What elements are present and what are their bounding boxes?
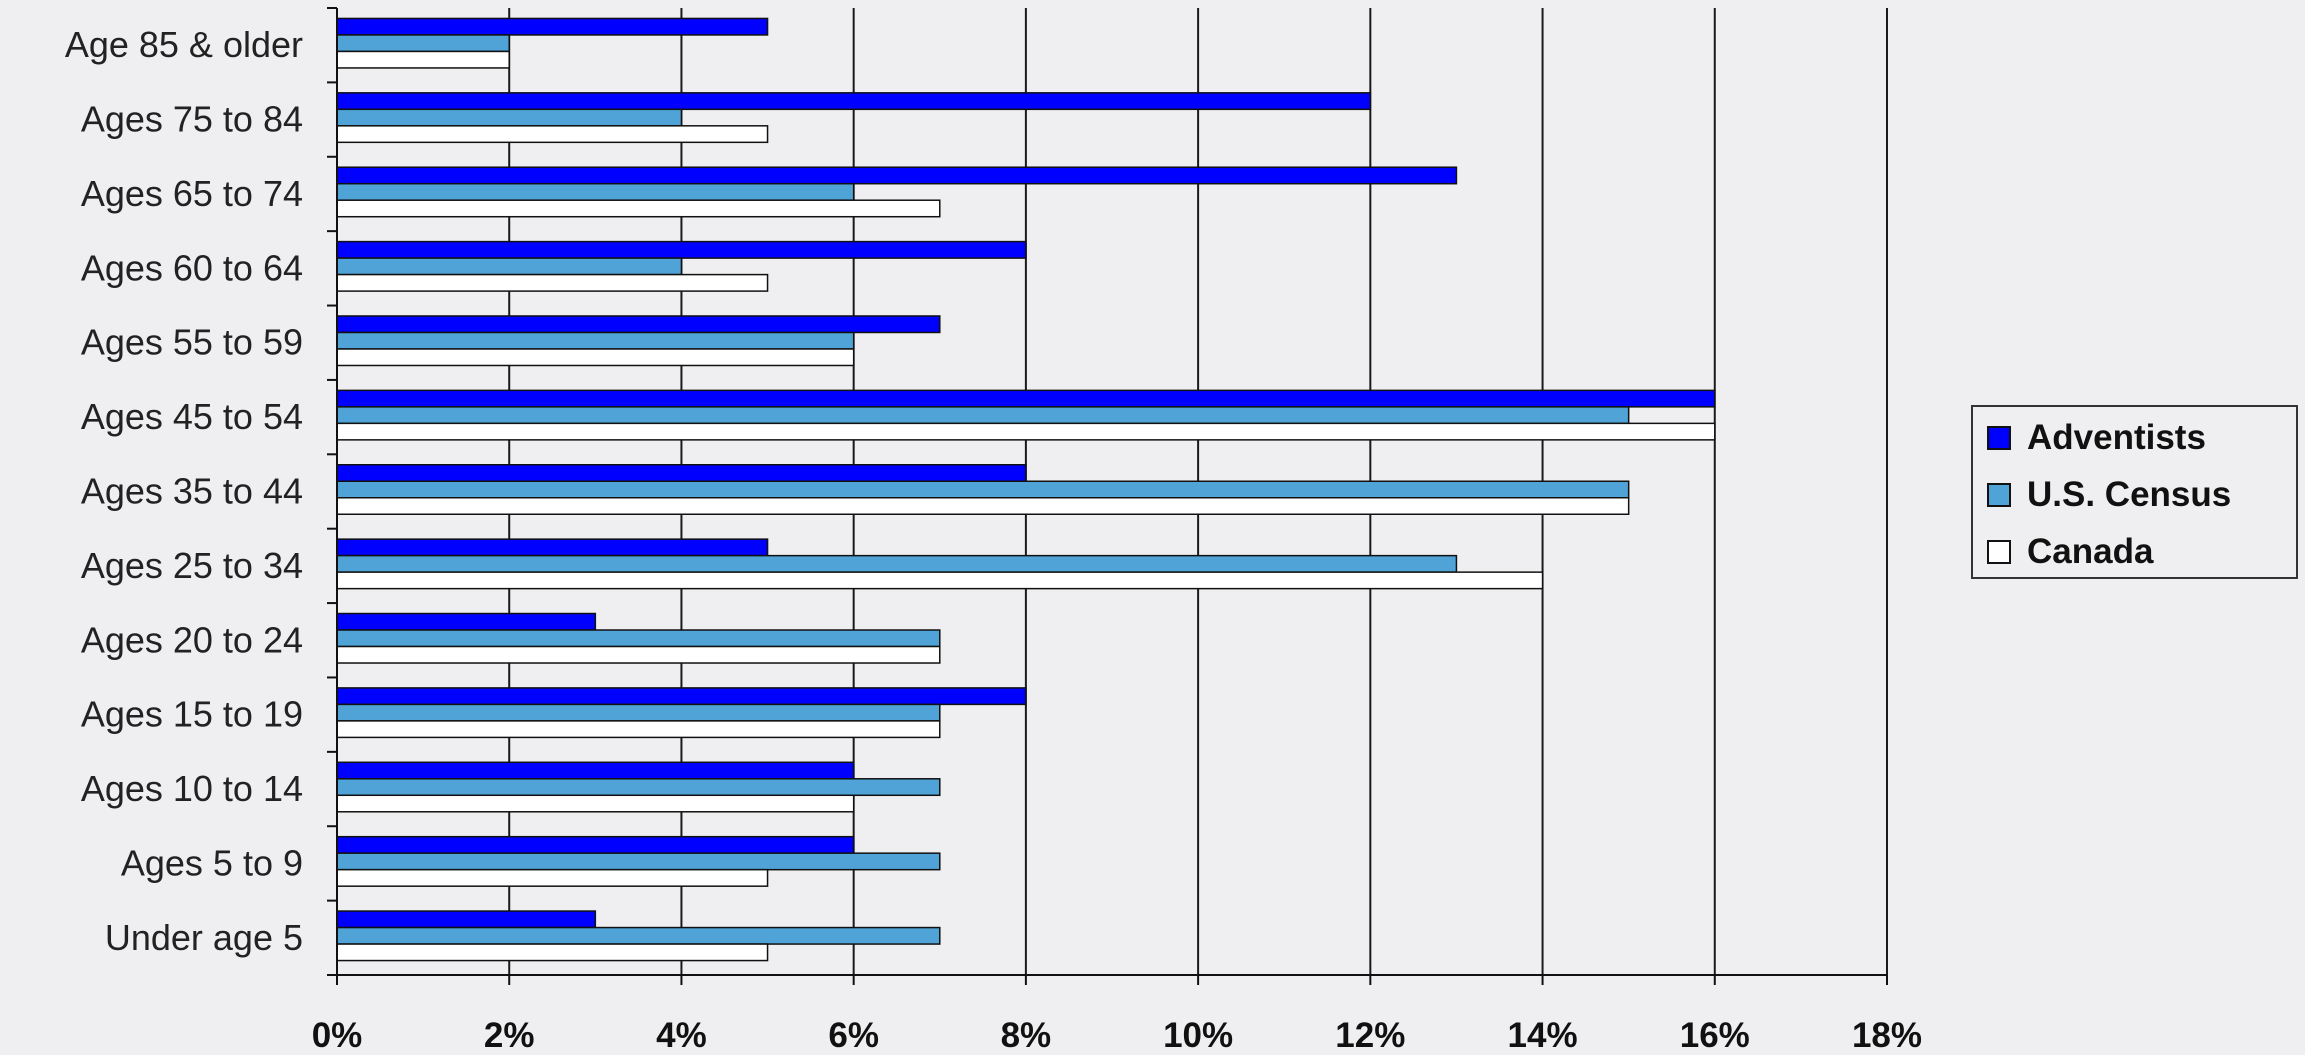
x-tick-label: 6%	[828, 1016, 879, 1055]
bar-adventists-ages-60-to-64	[336, 240, 1027, 259]
bar-adventists-ages-5-to-9	[336, 835, 855, 854]
legend-label-adventists: Adventists	[2027, 418, 2206, 457]
category-label-ages-10-to-14: Ages 10 to 14	[81, 768, 303, 809]
legend-label-canada: Canada	[2027, 532, 2154, 571]
bar-u-s-census-ages-45-to-54	[336, 406, 1630, 425]
bar-adventists-ages-75-to-84	[336, 92, 1372, 111]
category-label-ages-20-to-24: Ages 20 to 24	[81, 619, 303, 660]
bar-adventists-ages-25-to-34	[336, 538, 769, 557]
bar-u-s-census-ages-55-to-59	[336, 331, 855, 350]
bar-canada-ages-45-to-54	[336, 422, 1716, 441]
legend-swatch-u-s-census	[1987, 483, 2011, 507]
bar-canada-ages-5-to-9	[336, 868, 769, 887]
category-label-ages-45-to-54: Ages 45 to 54	[81, 396, 303, 437]
bar-adventists-ages-20-to-24	[336, 612, 597, 631]
bar-u-s-census-ages-65-to-74	[336, 182, 855, 201]
category-label-ages-35-to-44: Ages 35 to 44	[81, 471, 303, 512]
category-label-ages-75-to-84: Ages 75 to 84	[81, 99, 303, 140]
bar-canada-ages-15-to-19	[336, 720, 941, 739]
bar-u-s-census-ages-25-to-34	[336, 554, 1458, 573]
bar-u-s-census-ages-75-to-84	[336, 108, 683, 127]
bar-u-s-census-ages-20-to-24	[336, 629, 941, 648]
bar-canada-ages-65-to-74	[336, 199, 941, 218]
x-tick-label: 14%	[1508, 1016, 1578, 1055]
bar-adventists-ages-15-to-19	[336, 687, 1027, 706]
bar-canada-ages-10-to-14	[336, 794, 855, 813]
x-tick-labels: 0% 2% 4% 6% 8% 10% 12% 14% 16% 18%	[312, 1016, 1922, 1055]
x-tick-label: 2%	[484, 1016, 535, 1055]
x-tick-label: 0%	[312, 1016, 363, 1055]
category-label-ages-60-to-64: Ages 60 to 64	[81, 247, 303, 288]
bar-adventists-ages-55-to-59	[336, 315, 941, 334]
bar-canada-ages-60-to-64	[336, 273, 769, 292]
x-tick-label: 16%	[1680, 1016, 1750, 1055]
bar-adventists-ages-10-to-14	[336, 761, 855, 780]
x-tick-label: 10%	[1163, 1016, 1233, 1055]
x-tick-label: 4%	[656, 1016, 707, 1055]
bar-u-s-census-ages-15-to-19	[336, 703, 941, 722]
category-label-ages-25-to-34: Ages 25 to 34	[81, 545, 303, 586]
bar-canada-age-85-older	[336, 50, 510, 69]
bar-adventists-ages-45-to-54	[336, 389, 1716, 408]
bar-u-s-census-ages-60-to-64	[336, 257, 683, 276]
bar-canada-ages-55-to-59	[336, 348, 855, 367]
bar-u-s-census-age-85-older	[336, 34, 510, 53]
bar-canada-ages-20-to-24	[336, 645, 941, 664]
category-labels: Age 85 & older Ages 75 to 84 Ages 65 to 74…	[65, 24, 303, 958]
bar-canada-ages-25-to-34	[336, 571, 1544, 590]
legend-label-u-s-census: U.S. Census	[2027, 475, 2231, 514]
category-label-ages-5-to-9: Ages 5 to 9	[121, 842, 303, 883]
bar-u-s-census-under-age-5	[336, 926, 941, 945]
legend-box	[1971, 405, 2298, 579]
bar-adventists-age-85-older	[336, 17, 769, 36]
x-tick-label: 12%	[1335, 1016, 1405, 1055]
bar-adventists-ages-65-to-74	[336, 166, 1458, 185]
category-label-under-age-5: Under age 5	[105, 917, 303, 958]
legend-swatch-adventists	[1987, 426, 2011, 450]
bar-u-s-census-ages-5-to-9	[336, 852, 941, 871]
category-label-ages-65-to-74: Ages 65 to 74	[81, 173, 303, 214]
bar-canada-ages-35-to-44	[336, 497, 1630, 515]
legend-swatch-canada	[1987, 540, 2011, 564]
bar-adventists-ages-35-to-44	[336, 464, 1027, 482]
category-label-ages-15-to-19: Ages 15 to 19	[81, 694, 303, 735]
axes	[327, 7, 1888, 985]
x-tick-label: 18%	[1852, 1016, 1922, 1055]
bar-adventists-under-age-5	[336, 910, 597, 929]
bar-u-s-census-ages-10-to-14	[336, 778, 941, 797]
legend: Adventists U.S. Census Canada	[1971, 405, 2298, 579]
bar-canada-ages-75-to-84	[336, 125, 769, 144]
bar-u-s-census-ages-35-to-44	[336, 480, 1630, 499]
category-label-age-85-older: Age 85 & older	[65, 24, 303, 65]
bar-canada-under-age-5	[336, 943, 769, 962]
x-tick-label: 8%	[1001, 1016, 1052, 1055]
category-label-ages-55-to-59: Ages 55 to 59	[81, 322, 303, 363]
